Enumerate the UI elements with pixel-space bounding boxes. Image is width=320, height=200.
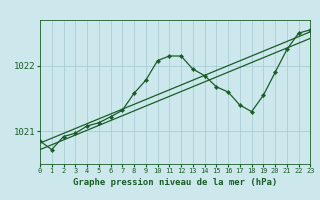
X-axis label: Graphe pression niveau de la mer (hPa): Graphe pression niveau de la mer (hPa) [73,178,277,187]
